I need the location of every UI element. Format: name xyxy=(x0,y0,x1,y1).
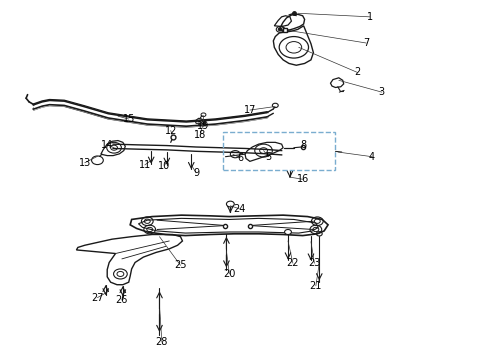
Text: 22: 22 xyxy=(287,258,299,268)
Text: 20: 20 xyxy=(223,269,236,279)
Text: 8: 8 xyxy=(300,140,307,150)
Text: 23: 23 xyxy=(308,258,320,268)
Text: 11: 11 xyxy=(139,160,151,170)
Circle shape xyxy=(111,145,118,150)
Text: 13: 13 xyxy=(78,158,91,168)
Circle shape xyxy=(226,201,234,207)
Text: 3: 3 xyxy=(379,87,385,97)
Text: 25: 25 xyxy=(174,260,187,270)
Text: 14: 14 xyxy=(101,140,113,150)
Text: 2: 2 xyxy=(354,67,361,77)
Text: 4: 4 xyxy=(369,152,375,162)
Text: 6: 6 xyxy=(237,153,243,163)
Text: 21: 21 xyxy=(310,281,322,291)
Text: 18: 18 xyxy=(194,130,206,140)
Circle shape xyxy=(272,103,278,108)
Circle shape xyxy=(260,148,268,153)
Text: 5: 5 xyxy=(265,152,271,162)
Text: 15: 15 xyxy=(122,114,135,124)
Text: 24: 24 xyxy=(233,204,245,214)
Text: 26: 26 xyxy=(116,295,128,305)
Text: 12: 12 xyxy=(165,126,177,135)
Circle shape xyxy=(278,28,282,31)
Text: 1: 1 xyxy=(367,12,373,22)
Text: 28: 28 xyxy=(156,337,168,347)
Text: 19: 19 xyxy=(197,121,210,131)
Bar xyxy=(223,132,335,170)
Circle shape xyxy=(285,229,292,234)
Text: 17: 17 xyxy=(244,105,256,115)
Text: 9: 9 xyxy=(193,168,199,178)
Text: 16: 16 xyxy=(296,174,309,184)
Text: 7: 7 xyxy=(363,38,369,48)
Text: 10: 10 xyxy=(158,161,171,171)
Text: 27: 27 xyxy=(91,293,104,303)
